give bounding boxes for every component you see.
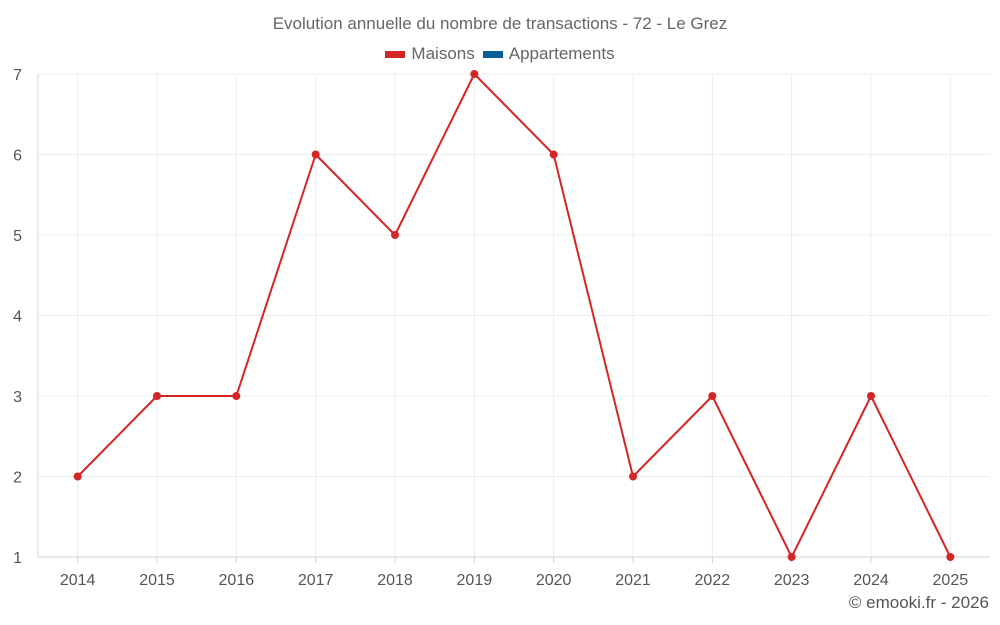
x-tick-label-2025: 2025 [933, 572, 969, 589]
x-tick-label-2017: 2017 [298, 572, 334, 589]
x-tick-label-2015: 2015 [139, 572, 175, 589]
x-tick-label-2014: 2014 [60, 572, 96, 589]
data-point-maisons-2018 [391, 231, 399, 239]
y-tick-label-4: 4 [13, 309, 22, 326]
legend-label-appartements: Appartements [508, 44, 615, 63]
data-point-maisons-2021 [629, 472, 637, 481]
data-point-maisons-2014 [73, 472, 82, 481]
y-tick-label-3: 3 [13, 389, 22, 406]
legend-item-maisons[interactable]: Maisons [385, 44, 475, 64]
y-tick-label-5: 5 [13, 228, 22, 245]
y-tick-label-6: 6 [13, 148, 22, 165]
legend-swatch-maisons [385, 50, 406, 58]
credit-text: © emooki.fr - 2026 [848, 593, 989, 612]
data-point-maisons-2015 [153, 392, 161, 400]
x-tick-label-2021: 2021 [615, 572, 651, 589]
data-point-maisons-2017 [311, 150, 320, 159]
legend: Maisons Appartements [0, 44, 1000, 64]
data-point-maisons-2024 [867, 392, 875, 400]
data-point-maisons-2023 [787, 553, 796, 561]
legend-item-appartements[interactable]: Appartements [482, 44, 615, 64]
data-point-maisons-2022 [708, 392, 717, 400]
series-line-maisons [76, 73, 952, 558]
x-tick-label-2016: 2016 [219, 572, 255, 589]
legend-label-maisons: Maisons [411, 44, 475, 63]
y-tick-label-7: 7 [13, 67, 22, 84]
x-tick-label-2022: 2022 [695, 572, 731, 589]
data-point-maisons-2019 [470, 70, 479, 78]
x-tick-label-2018: 2018 [377, 572, 413, 589]
data-point-maisons-2025 [946, 553, 955, 561]
legend-swatch-appartements [482, 50, 503, 58]
x-tick-label-2023: 2023 [774, 572, 810, 589]
x-tick-label-2019: 2019 [457, 572, 493, 589]
data-point-maisons-2020 [549, 150, 558, 159]
y-tick-label-2: 2 [13, 470, 22, 487]
x-tick-label-2024: 2024 [853, 572, 889, 589]
x-tick-label-2020: 2020 [536, 572, 572, 589]
y-tick-label-1: 1 [13, 550, 22, 567]
chart-title: Evolution annuelle du nombre de transact… [272, 14, 728, 33]
data-point-maisons-2016 [232, 392, 241, 400]
